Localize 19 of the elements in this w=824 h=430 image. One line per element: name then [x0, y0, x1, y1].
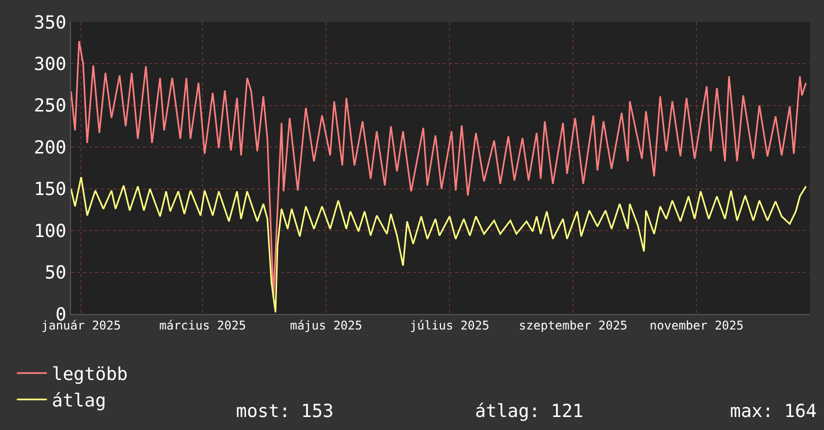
y-tick-label: 350: [34, 12, 66, 34]
y-tick-label: 200: [34, 137, 66, 158]
legend-label: legtöbb: [52, 364, 128, 386]
line-series: [71, 40, 807, 298]
line-series: [71, 176, 807, 314]
y-tick-label: 300: [34, 54, 66, 76]
text: max: 164: [730, 401, 817, 422]
x-tick-label: november 2025: [650, 318, 744, 332]
text: átlag: 121: [475, 401, 584, 422]
x-tick-label: július 2025: [410, 318, 490, 332]
y-tick-label: 150: [34, 179, 66, 200]
y-tick-label: 250: [34, 96, 66, 117]
text: most: 153: [236, 401, 334, 422]
x-tick-label: szeptember 2025: [518, 318, 628, 332]
x-tick-label: május 2025: [290, 318, 362, 332]
legend-label: átlag: [52, 390, 106, 412]
y-tick-label: 100: [34, 220, 66, 242]
y-tick-label: 50: [44, 262, 66, 284]
x-tick-label: március 2025: [159, 318, 246, 332]
